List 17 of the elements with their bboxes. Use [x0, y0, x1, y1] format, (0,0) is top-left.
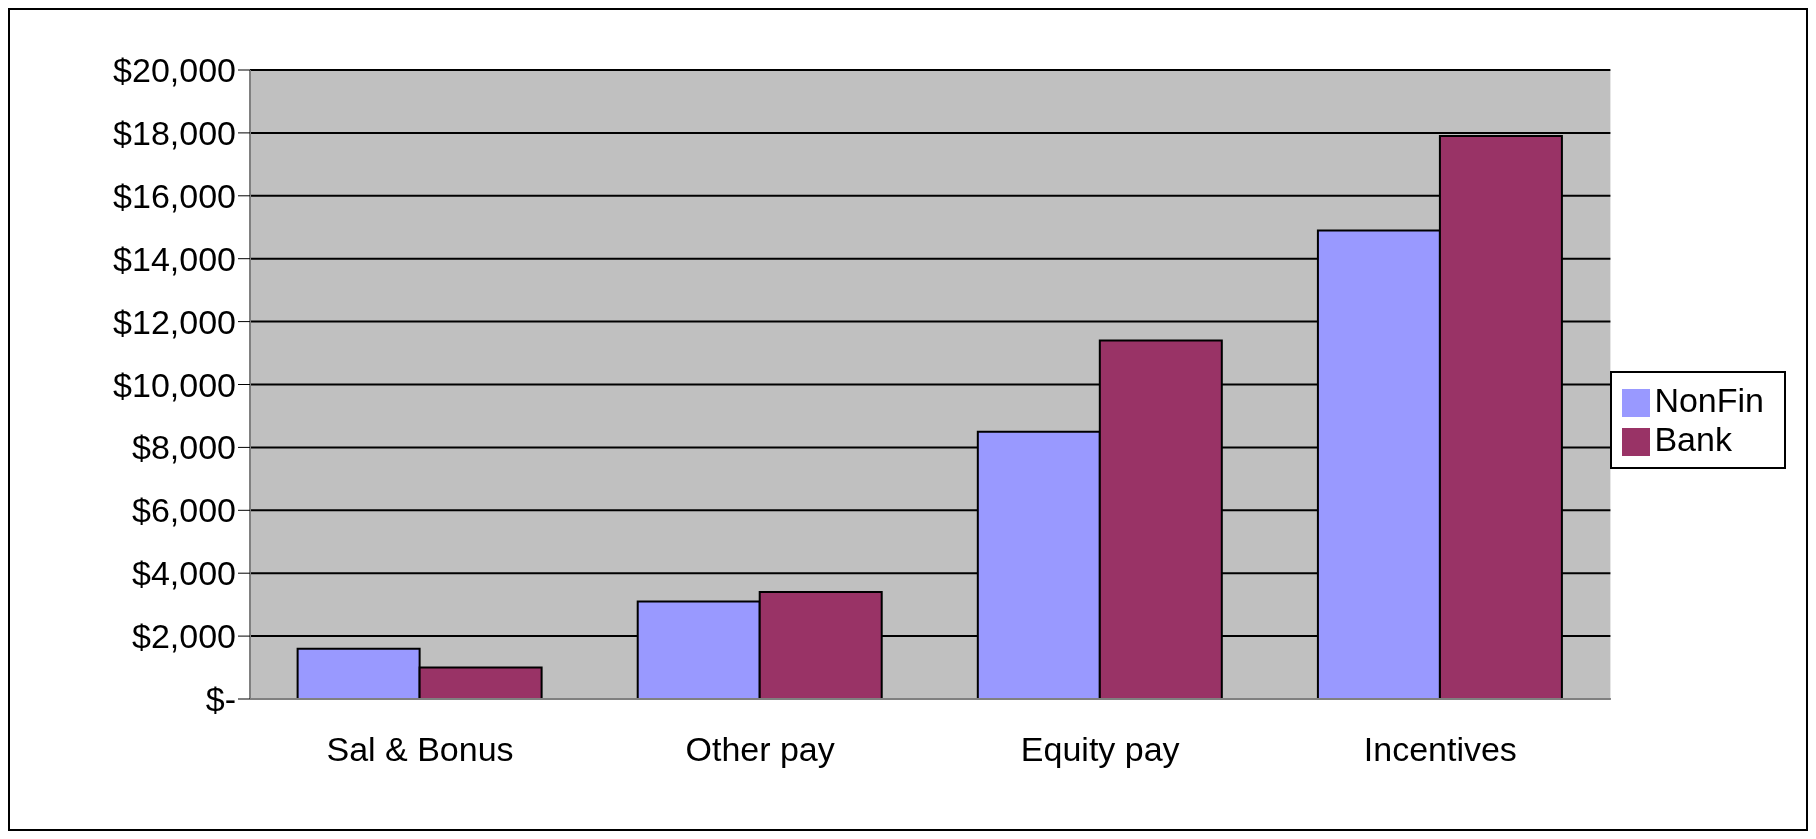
- x-tick-label: Other pay: [685, 730, 835, 769]
- x-tick-label: Equity pay: [1020, 730, 1180, 769]
- y-tick-label: $2,000: [132, 617, 236, 656]
- y-tick-label: $6,000: [132, 491, 236, 530]
- y-tick-label: $16,000: [113, 176, 236, 215]
- x-tick-label: Sal & Bonus: [326, 730, 514, 769]
- y-tick-label: $12,000: [113, 302, 236, 341]
- y-tick-label: $10,000: [113, 365, 236, 404]
- y-tick-label: $-: [205, 680, 236, 719]
- y-tick-label: $14,000: [113, 239, 236, 278]
- y-tick-label: $20,000: [113, 51, 236, 90]
- legend-label: Bank: [1654, 419, 1732, 458]
- y-tick-label: $4,000: [132, 554, 236, 593]
- y-tick-label: $8,000: [132, 428, 236, 467]
- legend-label: NonFin: [1654, 380, 1764, 419]
- x-tick-label: Incentives: [1363, 730, 1517, 769]
- y-tick-label: $18,000: [113, 113, 236, 152]
